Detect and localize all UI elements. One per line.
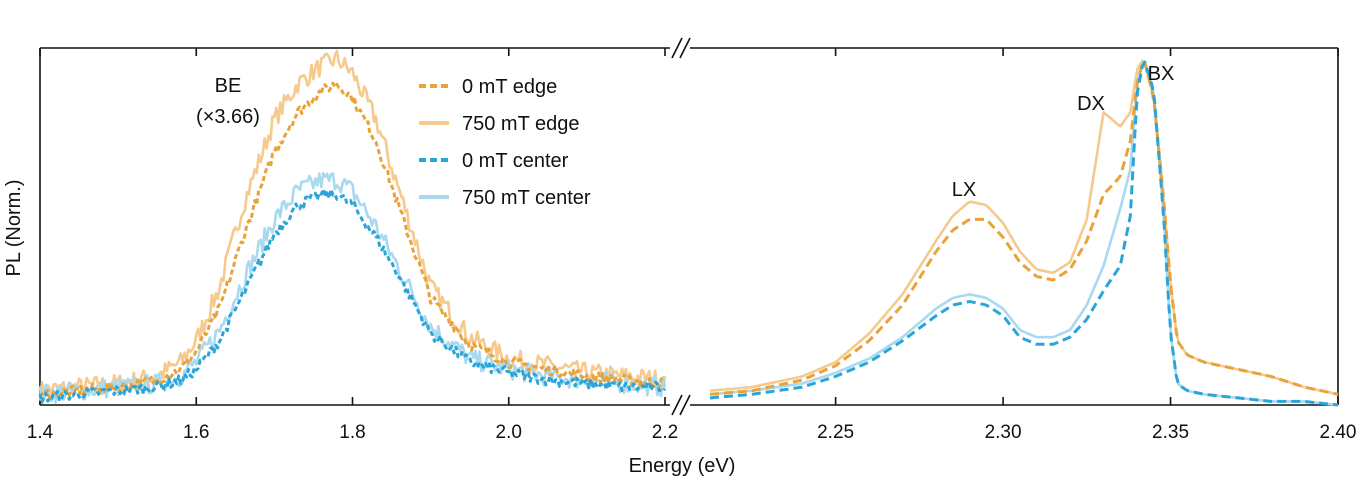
annotation-bx: BX [1148, 63, 1175, 85]
series-line-750-mt-edge-right [709, 59, 1339, 396]
annotation-dx: DX [1077, 93, 1105, 115]
x-tick-label: 1.6 [183, 422, 209, 443]
axis-break-mark-top-1 [671, 37, 683, 59]
x-axis-title: Energy (eV) [629, 455, 736, 477]
series-layer [38, 49, 1339, 407]
axis-break-mark-bottom-2 [679, 394, 691, 416]
x-tick-label: 1.8 [339, 422, 365, 443]
annotation-be-scale: (×3.66) [196, 106, 260, 128]
x-tick-label: 2.2 [652, 422, 678, 443]
x-tick-label: 2.35 [1152, 422, 1189, 443]
axis-break-mark-bottom-1 [671, 394, 683, 416]
series-line-0-mt-edge-left [38, 81, 666, 401]
axis-break-mark-top-2 [679, 37, 691, 59]
annotation-be: BE [215, 75, 242, 97]
series-line-0-mt-center-left [38, 187, 667, 404]
x-tick-label: 2.30 [985, 422, 1022, 443]
legend-label-750mt-edge: 750 mT edge [462, 113, 580, 135]
y-axis-title: PL (Norm.) [3, 179, 25, 276]
x-tick-label: 2.40 [1320, 422, 1357, 443]
x-tick-label: 2.0 [496, 422, 522, 443]
peak-annotations: BE (×3.66) LX DX BX [196, 63, 1174, 201]
series-line-750-mt-center-right [709, 60, 1339, 407]
x-tick-label: 2.25 [817, 422, 854, 443]
series-line-0-mt-edge-right [709, 61, 1339, 396]
axes-frame [39, 37, 1339, 416]
series-line-750-mt-edge-left [38, 49, 667, 401]
legend-label-750mt-center: 750 mT center [462, 187, 591, 209]
annotation-lx: LX [952, 179, 976, 201]
x-ticks: 1.4 1.6 1.8 2.0 2.2 2.25 2.30 2.35 2.40 [27, 48, 1357, 443]
legend-label-0mt-center: 0 mT center [462, 150, 569, 172]
x-tick-label: 1.4 [27, 422, 54, 443]
legend-label-0mt-edge: 0 mT edge [462, 76, 557, 98]
series-line-0-mt-center-right [709, 60, 1339, 407]
legend: 0 mT edge 750 mT edge 0 mT center 750 mT… [419, 76, 591, 209]
